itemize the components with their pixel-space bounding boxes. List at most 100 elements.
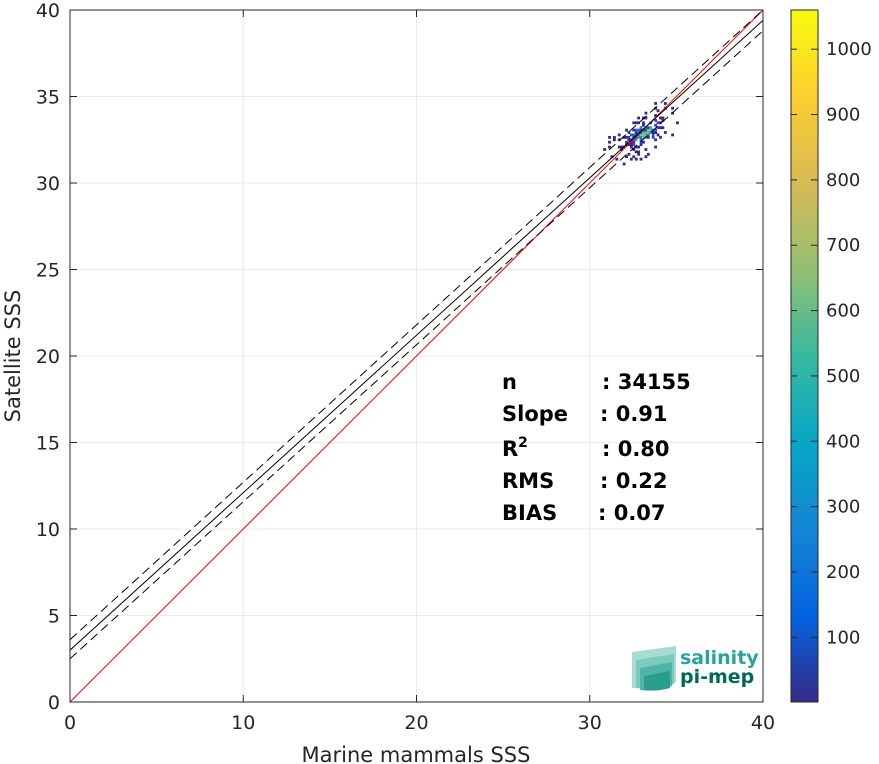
density-cell — [644, 126, 648, 130]
density-cell — [656, 126, 660, 130]
density-cell — [676, 121, 679, 125]
density-cell — [617, 145, 621, 149]
colorbar-tick-label: 300 — [826, 497, 860, 518]
density-cell — [632, 128, 636, 132]
density-cell — [637, 133, 641, 137]
density-cell — [629, 157, 633, 161]
density-cell — [644, 131, 648, 134]
stat-value: : 0.07 — [598, 501, 666, 525]
density-cell — [632, 155, 636, 159]
density-cell — [639, 138, 643, 142]
density-cell — [659, 126, 662, 130]
density-cell — [642, 131, 645, 134]
stat-label: R2 — [502, 435, 528, 461]
x-tick-label: 0 — [64, 712, 76, 734]
density-cell — [637, 116, 641, 120]
density-cell — [629, 143, 633, 147]
density-cell — [634, 138, 638, 142]
fit-lines — [70, 10, 763, 702]
x-tick-label: 30 — [578, 712, 602, 734]
density-cell — [654, 123, 658, 127]
density-cell — [627, 131, 631, 134]
stat-label: Slope — [502, 402, 568, 426]
density-cell — [634, 145, 638, 149]
density-cell — [639, 140, 643, 144]
colorbar-tick-label: 600 — [826, 301, 860, 322]
density-cell — [644, 111, 648, 115]
density-cell — [659, 135, 662, 139]
density-cell — [629, 145, 633, 149]
density-cell — [661, 126, 665, 130]
density-cell — [654, 114, 658, 117]
stat-value: : 0.91 — [600, 402, 668, 426]
regression-lower-line — [70, 30, 763, 660]
density-cell — [639, 143, 643, 147]
density-cell — [617, 138, 621, 142]
density-cell — [639, 133, 643, 137]
y-tick-label: 40 — [36, 0, 60, 22]
density-cell — [632, 140, 636, 144]
density-cell — [654, 131, 658, 134]
density-cell — [654, 118, 658, 122]
salinity-pi-mep-logo: salinity pi-mep — [632, 646, 759, 691]
density-cell — [620, 145, 624, 149]
density-cell — [629, 133, 633, 137]
density-cell — [671, 133, 675, 137]
density-cell — [649, 126, 653, 130]
stat-value: : 34155 — [602, 370, 691, 394]
density-cell — [637, 152, 641, 156]
colorbar-tick-label: 200 — [826, 562, 860, 583]
density-cell — [642, 135, 645, 139]
density-cell — [639, 131, 643, 134]
density-cell — [634, 135, 638, 139]
density-cell — [656, 109, 660, 113]
density-cell — [622, 162, 626, 166]
density-cell — [637, 145, 641, 149]
density-cell — [637, 121, 641, 125]
density-cell — [637, 131, 641, 134]
x-axis-ticks: 0 10 20 30 40 — [64, 10, 775, 734]
regression-upper-line — [70, 10, 763, 641]
density-cell — [642, 140, 645, 144]
colorbar: 100 200 300 400 500 600 700 800 900 1000 — [790, 9, 872, 703]
density-cell — [615, 157, 619, 161]
density-cell — [634, 150, 638, 154]
colorbar-tick-label: 700 — [826, 235, 860, 256]
density-cell — [639, 128, 643, 132]
density-cell — [634, 131, 638, 134]
statistics-box: n: 34155 Slope: 0.91 R2: 0.80 RMS: 0.22 BIAS… — [502, 370, 691, 525]
density-cell — [642, 128, 645, 132]
density-cell — [646, 152, 650, 156]
density-cell — [632, 148, 636, 151]
stat-label: RMS — [502, 469, 554, 493]
density-cell — [651, 131, 655, 134]
density-cell — [627, 138, 631, 142]
density-cell — [642, 121, 645, 125]
x-axis-label: Marine mammals SSS — [302, 743, 531, 764]
stat-label: BIAS — [502, 501, 557, 525]
density-cell — [654, 145, 658, 149]
y-axis-label: Satellite SSS — [1, 290, 25, 423]
logo-text-line2: pi-mep — [680, 666, 754, 688]
density-cell — [654, 138, 658, 142]
colorbar-ticks: 100 200 300 400 500 600 700 800 900 1000 — [791, 39, 872, 648]
density-cell — [642, 123, 645, 127]
regression-line — [70, 20, 763, 651]
density-cell — [627, 143, 631, 147]
density-cell — [646, 128, 650, 132]
density-cell — [644, 133, 648, 137]
density-cell — [608, 135, 611, 139]
density-cell — [656, 133, 660, 137]
density-cell — [671, 106, 675, 110]
colorbar-tick-label: 900 — [826, 105, 860, 126]
stat-label: n — [502, 370, 517, 394]
density-cell — [644, 148, 648, 151]
density-cell — [629, 140, 633, 144]
density-cell — [663, 106, 667, 110]
density-cell — [644, 155, 648, 159]
density-cell — [625, 128, 628, 132]
density-cell — [646, 133, 650, 137]
density-cell — [663, 131, 667, 134]
density-cell — [639, 157, 643, 161]
y-tick-label: 25 — [36, 260, 60, 282]
